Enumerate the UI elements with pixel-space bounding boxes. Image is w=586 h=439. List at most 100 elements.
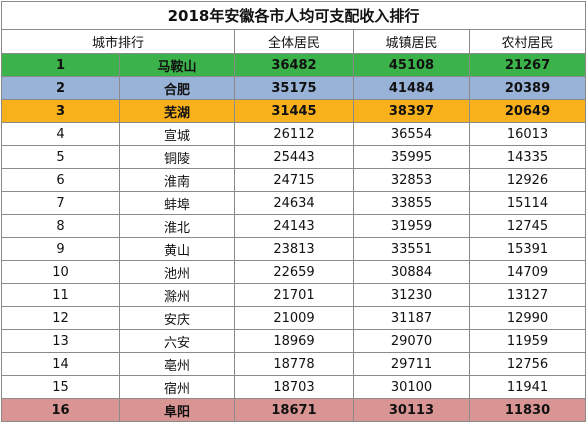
header-overall: 全体居民 xyxy=(234,29,354,54)
cell-city: 铜陵 xyxy=(119,145,235,169)
cell-urban: 31187 xyxy=(353,306,470,330)
cell-city: 宣城 xyxy=(119,122,235,146)
cell-rural: 11959 xyxy=(468,329,586,353)
cell-urban: 41484 xyxy=(353,76,470,100)
cell-urban: 45108 xyxy=(353,53,470,77)
table-row: 1 马鞍山 36482 45108 21267 xyxy=(1,53,586,77)
cell-city: 淮南 xyxy=(119,168,235,192)
cell-rural: 11830 xyxy=(468,398,586,422)
cell-city: 马鞍山 xyxy=(119,53,235,77)
cell-rank: 13 xyxy=(1,329,120,353)
cell-rural: 20389 xyxy=(468,76,586,100)
cell-overall: 18778 xyxy=(234,352,354,376)
cell-rank: 1 xyxy=(1,53,120,77)
cell-urban: 31959 xyxy=(353,214,470,238)
table-row: 3 芜湖 31445 38397 20649 xyxy=(1,99,586,123)
cell-overall: 18969 xyxy=(234,329,354,353)
cell-city: 宿州 xyxy=(119,375,235,399)
table-row: 13 六安 18969 29070 11959 xyxy=(1,329,586,353)
cell-rank: 15 xyxy=(1,375,120,399)
cell-rank: 6 xyxy=(1,168,120,192)
cell-urban: 29070 xyxy=(353,329,470,353)
cell-rural: 12756 xyxy=(468,352,586,376)
cell-rural: 15391 xyxy=(468,237,586,261)
header-row: 城市排行 全体居民 城镇居民 农村居民 xyxy=(1,29,586,54)
table-row: 5 铜陵 25443 35995 14335 xyxy=(1,145,586,169)
cell-rural: 12745 xyxy=(468,214,586,238)
table-row: 10 池州 22659 30884 14709 xyxy=(1,260,586,284)
cell-rural: 14709 xyxy=(468,260,586,284)
cell-urban: 30113 xyxy=(353,398,470,422)
cell-rural: 21267 xyxy=(468,53,586,77)
cell-city: 淮北 xyxy=(119,214,235,238)
cell-overall: 26112 xyxy=(234,122,354,146)
table-title: 2018年安徽各市人均可支配收入排行 xyxy=(0,1,586,30)
cell-overall: 25443 xyxy=(234,145,354,169)
cell-rank: 10 xyxy=(1,260,120,284)
cell-overall: 35175 xyxy=(234,76,354,100)
cell-city: 合肥 xyxy=(119,76,235,100)
cell-city: 亳州 xyxy=(119,352,235,376)
cell-city: 黄山 xyxy=(119,237,235,261)
table-row: 6 淮南 24715 32853 12926 xyxy=(1,168,586,192)
cell-rank: 16 xyxy=(1,398,120,422)
cell-overall: 31445 xyxy=(234,99,354,123)
cell-rank: 2 xyxy=(1,76,120,100)
cell-rural: 16013 xyxy=(468,122,586,146)
cell-overall: 24143 xyxy=(234,214,354,238)
cell-urban: 35995 xyxy=(353,145,470,169)
cell-urban: 36554 xyxy=(353,122,470,146)
cell-rank: 7 xyxy=(1,191,120,215)
cell-rank: 9 xyxy=(1,237,120,261)
cell-rank: 14 xyxy=(1,352,120,376)
cell-urban: 31230 xyxy=(353,283,470,307)
cell-rank: 4 xyxy=(1,122,120,146)
cell-rank: 5 xyxy=(1,145,120,169)
table-row: 8 淮北 24143 31959 12745 xyxy=(1,214,586,238)
table-row: 14 亳州 18778 29711 12756 xyxy=(1,352,586,376)
table-row: 4 宣城 26112 36554 16013 xyxy=(1,122,586,146)
cell-city: 池州 xyxy=(119,260,235,284)
cell-urban: 29711 xyxy=(353,352,470,376)
cell-rank: 8 xyxy=(1,214,120,238)
cell-rural: 13127 xyxy=(468,283,586,307)
table-row: 12 安庆 21009 31187 12990 xyxy=(1,306,586,330)
cell-rank: 11 xyxy=(1,283,120,307)
cell-city: 蚌埠 xyxy=(119,191,235,215)
table-row: 2 合肥 35175 41484 20389 xyxy=(1,76,586,100)
cell-urban: 33855 xyxy=(353,191,470,215)
cell-urban: 32853 xyxy=(353,168,470,192)
cell-overall: 18671 xyxy=(234,398,354,422)
cell-city: 滁州 xyxy=(119,283,235,307)
cell-rank: 3 xyxy=(1,99,120,123)
table-row: 11 滁州 21701 31230 13127 xyxy=(1,283,586,307)
cell-overall: 24634 xyxy=(234,191,354,215)
cell-urban: 38397 xyxy=(353,99,470,123)
header-rank-city: 城市排行 xyxy=(1,29,235,54)
cell-rural: 11941 xyxy=(468,375,586,399)
table-row: 9 黄山 23813 33551 15391 xyxy=(1,237,586,261)
cell-rural: 12990 xyxy=(468,306,586,330)
cell-city: 安庆 xyxy=(119,306,235,330)
cell-city: 阜阳 xyxy=(119,398,235,422)
cell-urban: 30100 xyxy=(353,375,470,399)
cell-overall: 24715 xyxy=(234,168,354,192)
table-row: 7 蚌埠 24634 33855 15114 xyxy=(1,191,586,215)
cell-overall: 21009 xyxy=(234,306,354,330)
cell-city: 芜湖 xyxy=(119,99,235,123)
title-row: 2018年安徽各市人均可支配收入排行 xyxy=(0,1,586,30)
header-rural: 农村居民 xyxy=(468,29,586,54)
cell-rank: 12 xyxy=(1,306,120,330)
cell-urban: 30884 xyxy=(353,260,470,284)
cell-overall: 21701 xyxy=(234,283,354,307)
table-row: 16 阜阳 18671 30113 11830 xyxy=(1,398,586,422)
income-ranking-table: 2018年安徽各市人均可支配收入排行 城市排行 全体居民 城镇居民 农村居民 1… xyxy=(0,1,586,422)
cell-overall: 18703 xyxy=(234,375,354,399)
table-row: 15 宿州 18703 30100 11941 xyxy=(1,375,586,399)
cell-urban: 33551 xyxy=(353,237,470,261)
cell-rural: 20649 xyxy=(468,99,586,123)
header-urban: 城镇居民 xyxy=(353,29,470,54)
cell-city: 六安 xyxy=(119,329,235,353)
cell-overall: 23813 xyxy=(234,237,354,261)
